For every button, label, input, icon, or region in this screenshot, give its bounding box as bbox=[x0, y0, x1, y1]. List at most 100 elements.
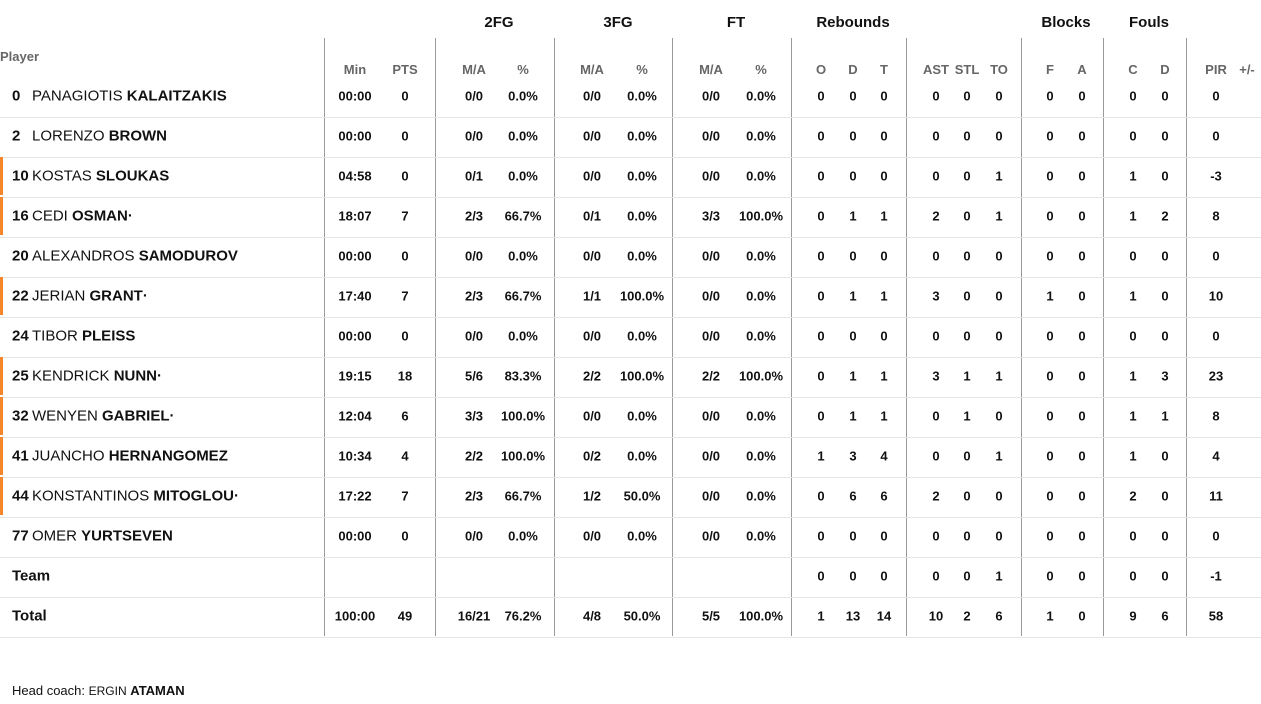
stat-cell: 4 bbox=[1212, 448, 1220, 464]
stat-cell: 6 bbox=[880, 488, 888, 504]
stat-cell: 1 bbox=[880, 288, 888, 304]
stat-cell: 0 bbox=[963, 88, 971, 104]
stat-cell: 0 bbox=[849, 128, 857, 144]
stat-cell: 100.0% bbox=[619, 368, 665, 384]
column-separator bbox=[554, 38, 555, 636]
stat-cell: 0 bbox=[817, 288, 825, 304]
stat-cell: 2 bbox=[1161, 208, 1169, 224]
stat-cell: 0 bbox=[401, 168, 409, 184]
stat-cell: 0.0% bbox=[627, 528, 657, 544]
stat-cell: 2/2 bbox=[701, 368, 721, 384]
played-marker bbox=[0, 477, 3, 515]
stat-cell: 0.0% bbox=[508, 168, 538, 184]
stat-cell: 0 bbox=[1078, 128, 1086, 144]
stat-cell: 0 bbox=[880, 528, 888, 544]
stat-cell: 3 bbox=[932, 368, 940, 384]
stat-cell: 0 bbox=[817, 88, 825, 104]
stat-cell: 0/2 bbox=[582, 448, 602, 464]
stat-cell: 0 bbox=[849, 328, 857, 344]
stat-cell: 6 bbox=[995, 608, 1003, 624]
last-name: HERNANGOMEZ bbox=[108, 447, 228, 465]
stat-cell: 1 bbox=[995, 448, 1003, 464]
stat-cell: 10 bbox=[928, 608, 944, 624]
player-number: 24 bbox=[12, 327, 29, 345]
row-divider bbox=[0, 117, 1261, 118]
column-header: % bbox=[517, 62, 529, 77]
stat-cell: 7 bbox=[401, 288, 409, 304]
stat-cell: 4 bbox=[401, 448, 409, 464]
stat-cell: 0 bbox=[1046, 368, 1054, 384]
stat-cell: 0 bbox=[880, 328, 888, 344]
stat-cell: 1 bbox=[995, 168, 1003, 184]
stat-cell: 0 bbox=[1161, 328, 1169, 344]
stat-cell: 0.0% bbox=[746, 128, 776, 144]
stat-cell: 0 bbox=[963, 168, 971, 184]
stat-cell: 3/3 bbox=[464, 408, 484, 424]
stat-cell: 5/5 bbox=[701, 608, 721, 624]
stat-cell: 0 bbox=[880, 568, 888, 584]
stat-cell: 76.2% bbox=[504, 608, 542, 624]
stat-cell: 1/1 bbox=[582, 288, 602, 304]
stat-cell: 18:07 bbox=[338, 208, 372, 224]
column-separator bbox=[906, 38, 907, 636]
stat-cell: 1 bbox=[849, 208, 857, 224]
stat-cell: 0 bbox=[1046, 88, 1054, 104]
played-marker bbox=[0, 397, 3, 435]
stat-cell: 0/0 bbox=[701, 128, 721, 144]
column-separator bbox=[672, 38, 673, 636]
stat-cell: 2/3 bbox=[464, 288, 484, 304]
stat-cell: 04:58 bbox=[338, 168, 372, 184]
stat-cell: 0.0% bbox=[627, 88, 657, 104]
column-header: A bbox=[1077, 62, 1087, 77]
group-header: Rebounds bbox=[816, 14, 890, 31]
stat-cell: 49 bbox=[397, 608, 413, 624]
player-name: 20 ALEXANDROS SAMODUROV bbox=[12, 248, 238, 265]
stat-cell: 0/0 bbox=[701, 168, 721, 184]
row-label: Total bbox=[12, 607, 47, 625]
stat-cell: 1 bbox=[880, 208, 888, 224]
stat-cell: 0 bbox=[1161, 288, 1169, 304]
stat-cell: 00:00 bbox=[338, 248, 372, 264]
column-header: PTS bbox=[392, 62, 418, 77]
player-number: 20 bbox=[12, 247, 29, 265]
player-name: 22 JERIAN GRANT· bbox=[12, 288, 148, 305]
stat-cell: 0 bbox=[401, 528, 409, 544]
stat-cell: 00:00 bbox=[338, 128, 372, 144]
first-name: TIBOR bbox=[32, 327, 78, 345]
stat-cell: 0.0% bbox=[508, 328, 538, 344]
stat-cell: 0/0 bbox=[464, 528, 484, 544]
stat-cell: 0 bbox=[1161, 528, 1169, 544]
stat-cell: 14 bbox=[876, 608, 892, 624]
stat-cell: 50.0% bbox=[623, 608, 661, 624]
row-label: Team bbox=[12, 567, 51, 585]
stat-cell: 1 bbox=[963, 408, 971, 424]
played-marker bbox=[0, 277, 3, 315]
column-separator bbox=[791, 38, 792, 636]
stat-cell: 0 bbox=[1161, 88, 1169, 104]
stat-cell: 0.0% bbox=[746, 328, 776, 344]
stat-cell: 0 bbox=[995, 408, 1003, 424]
stat-cell: 1 bbox=[880, 408, 888, 424]
stat-cell: 0/0 bbox=[701, 448, 721, 464]
group-header: 3FG bbox=[603, 14, 633, 31]
player-header: Player bbox=[0, 49, 40, 64]
stat-cell: 0/0 bbox=[464, 88, 484, 104]
stat-cell: 0.0% bbox=[627, 208, 657, 224]
column-header: F bbox=[1046, 62, 1054, 77]
stat-cell: 0 bbox=[849, 168, 857, 184]
stat-cell: 17:22 bbox=[338, 488, 372, 504]
player-number: 25 bbox=[12, 367, 29, 385]
coach-last: ATAMAN bbox=[130, 683, 185, 698]
player-number: 0 bbox=[12, 87, 21, 105]
stat-cell: 0 bbox=[932, 248, 940, 264]
stat-cell: 0 bbox=[817, 328, 825, 344]
group-header: Blocks bbox=[1041, 14, 1091, 31]
first-name: LORENZO bbox=[32, 127, 105, 145]
stat-cell: 0 bbox=[817, 248, 825, 264]
stat-cell: 0 bbox=[995, 88, 1003, 104]
stat-cell: 00:00 bbox=[338, 88, 372, 104]
stat-cell: 0.0% bbox=[746, 488, 776, 504]
stat-cell: 1 bbox=[849, 368, 857, 384]
row-divider bbox=[0, 357, 1261, 358]
column-header: M/A bbox=[699, 62, 723, 77]
